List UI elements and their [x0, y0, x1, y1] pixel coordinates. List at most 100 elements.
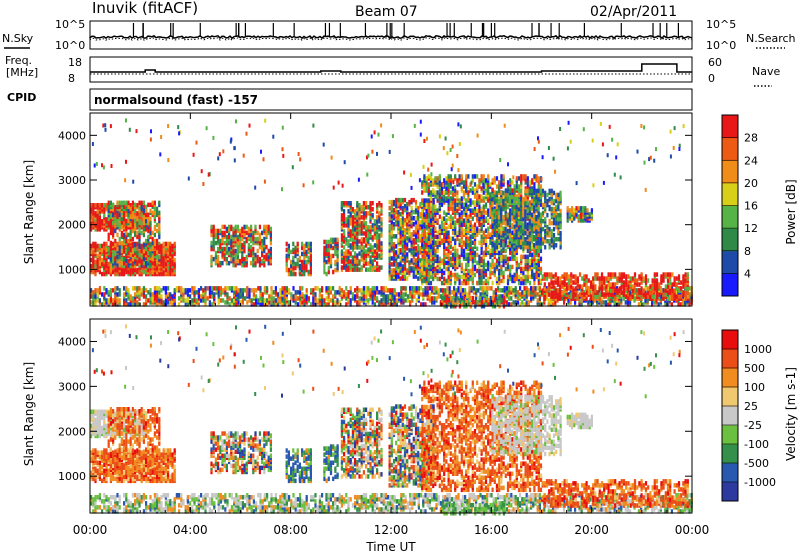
- power-cell: [149, 230, 152, 236]
- power-cell: [127, 288, 130, 293]
- power-cell: [478, 264, 481, 270]
- power-cell: [467, 214, 470, 219]
- power-cell: [347, 294, 350, 299]
- power-cell: [127, 258, 130, 264]
- power-cell: [475, 288, 478, 293]
- power-cell: [116, 246, 119, 252]
- power-cell: [283, 286, 286, 291]
- power-cell: [114, 250, 117, 256]
- power-cell: [434, 226, 437, 231]
- power-cell: [167, 247, 170, 253]
- power-cell: [462, 218, 466, 223]
- power-cell: [338, 286, 341, 291]
- power-cell: [92, 203, 95, 208]
- power-cell: [487, 232, 490, 237]
- power-cell: [451, 252, 455, 258]
- power-cell: [259, 302, 262, 307]
- power-cell: [388, 252, 391, 257]
- power-cell: [461, 288, 464, 293]
- power-cell: [500, 174, 503, 179]
- power-cell: [502, 254, 505, 260]
- power-cell: [129, 214, 132, 220]
- power-cell: [112, 202, 115, 208]
- power-cell: [162, 269, 165, 275]
- power-cell: [389, 294, 392, 299]
- power-cell: [120, 200, 123, 206]
- power-cell: [358, 296, 361, 301]
- power-cell: [309, 261, 312, 267]
- power-cell: [677, 286, 680, 291]
- power-cell: [500, 248, 503, 254]
- power-cell: [269, 240, 272, 246]
- power-cell: [228, 240, 231, 246]
- power-cell: [388, 216, 391, 221]
- power-cell: [414, 238, 418, 243]
- power-cell: [482, 214, 485, 219]
- power-cell: [371, 251, 374, 256]
- power-cell: [470, 286, 473, 291]
- power-cell: [574, 300, 577, 305]
- power-cell: [217, 228, 220, 234]
- power-cell: [153, 238, 156, 244]
- power-cell: [460, 186, 463, 191]
- power-cell: [478, 240, 481, 245]
- power-cell: [384, 286, 387, 291]
- power-cell: [465, 238, 468, 243]
- power-cell: [123, 221, 126, 226]
- power-cell: [360, 229, 363, 234]
- power-cell: [332, 245, 335, 251]
- power-cell: [432, 274, 435, 279]
- power-cell: [252, 256, 255, 262]
- power-cell: [440, 196, 444, 201]
- power-cell: [351, 219, 354, 224]
- power-cell: [272, 296, 275, 301]
- power-cell: [401, 220, 404, 225]
- power-cell: [191, 298, 194, 303]
- power-cell: [525, 294, 528, 299]
- power-cell: [473, 222, 477, 227]
- power-cell: [460, 262, 463, 268]
- power-cell: [268, 294, 271, 299]
- power-cell: [351, 223, 354, 228]
- power-cell: [536, 286, 539, 291]
- power-cell: [501, 288, 504, 293]
- power-cell: [307, 255, 310, 261]
- power-cell: [490, 286, 493, 291]
- power-cell: [421, 180, 424, 185]
- power-cell: [96, 288, 99, 293]
- power-cell: [417, 276, 420, 281]
- power-cell: [149, 242, 152, 248]
- power-cell: [120, 230, 123, 236]
- power-cell: [301, 245, 304, 251]
- power-cell: [356, 267, 359, 272]
- power-cell: [340, 225, 343, 230]
- power-cell: [419, 226, 422, 231]
- power-cell: [274, 286, 277, 291]
- power-cell: [480, 210, 483, 215]
- power-cell: [140, 248, 143, 254]
- power-cell: [158, 248, 161, 254]
- power-cell: [362, 263, 365, 268]
- power-cell: [351, 237, 354, 242]
- power-cell: [427, 174, 430, 179]
- power-cell: [343, 229, 346, 234]
- power-cell: [371, 213, 374, 218]
- power-cell: [171, 261, 174, 267]
- power-cell: [256, 248, 259, 254]
- power-cell: [105, 247, 108, 253]
- power-cell: [467, 204, 470, 209]
- power-cell: [323, 249, 326, 255]
- power-cell: [471, 186, 474, 191]
- power-cell: [480, 268, 483, 274]
- power-cell: [105, 241, 108, 247]
- power-cell: [356, 253, 359, 258]
- power-cell: [351, 245, 354, 250]
- power-cell: [347, 249, 350, 254]
- power-cell: [332, 237, 335, 243]
- power-cell: [445, 196, 448, 201]
- power-cell: [241, 236, 244, 242]
- power-cell: [149, 262, 152, 268]
- power-cell: [423, 230, 426, 235]
- power-cell: [484, 210, 488, 215]
- power-cell: [109, 246, 112, 252]
